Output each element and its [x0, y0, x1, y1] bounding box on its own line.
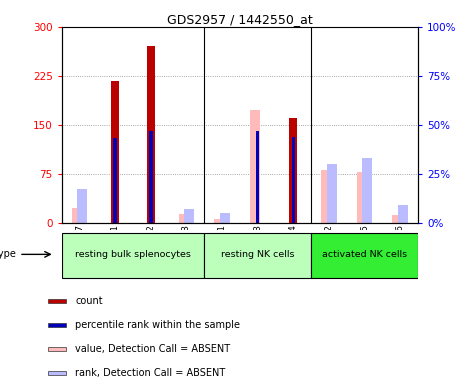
Bar	[327, 164, 337, 223]
Text: activated NK cells: activated NK cells	[322, 250, 407, 259]
Bar	[321, 170, 331, 223]
Bar	[48, 371, 66, 376]
Bar	[77, 189, 87, 223]
Bar	[250, 110, 260, 223]
Bar	[111, 81, 119, 223]
Bar	[204, 233, 311, 278]
Bar	[149, 131, 152, 223]
Bar	[48, 347, 66, 351]
Bar	[72, 209, 82, 223]
Bar	[392, 215, 402, 223]
Bar	[256, 131, 259, 223]
Bar	[357, 172, 367, 223]
Bar	[220, 213, 230, 223]
Bar	[48, 299, 66, 303]
Bar	[311, 233, 418, 278]
Text: resting NK cells: resting NK cells	[221, 250, 294, 259]
Bar	[147, 46, 155, 223]
Text: resting bulk splenocytes: resting bulk splenocytes	[75, 250, 191, 259]
Bar	[184, 209, 194, 223]
Bar	[114, 138, 117, 223]
Text: rank, Detection Call = ABSENT: rank, Detection Call = ABSENT	[75, 368, 226, 378]
Bar	[214, 220, 224, 223]
Bar	[62, 233, 204, 278]
Text: value, Detection Call = ABSENT: value, Detection Call = ABSENT	[75, 344, 230, 354]
Bar	[179, 214, 189, 223]
Bar	[289, 118, 297, 223]
Bar	[398, 205, 408, 223]
Bar	[362, 158, 372, 223]
Text: percentile rank within the sample: percentile rank within the sample	[75, 320, 240, 330]
Text: cell type: cell type	[0, 249, 15, 259]
Bar	[48, 323, 66, 327]
Bar	[292, 137, 295, 223]
Title: GDS2957 / 1442550_at: GDS2957 / 1442550_at	[167, 13, 313, 26]
Text: count: count	[75, 296, 103, 306]
